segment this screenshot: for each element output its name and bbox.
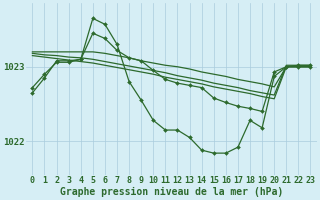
X-axis label: Graphe pression niveau de la mer (hPa): Graphe pression niveau de la mer (hPa) [60, 186, 283, 197]
